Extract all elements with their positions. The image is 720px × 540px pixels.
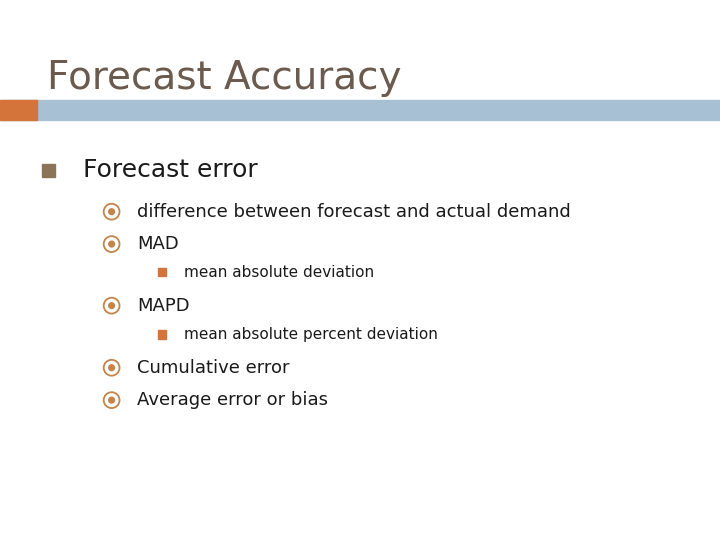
Bar — [158, 330, 166, 339]
Text: Forecast Accuracy: Forecast Accuracy — [47, 59, 401, 97]
Ellipse shape — [109, 241, 114, 247]
Ellipse shape — [109, 397, 114, 403]
Text: mean absolute percent deviation: mean absolute percent deviation — [184, 327, 438, 342]
Bar — [42, 164, 55, 177]
Bar — [158, 268, 166, 276]
Text: difference between forecast and actual demand: difference between forecast and actual d… — [137, 202, 570, 221]
Text: MAD: MAD — [137, 235, 179, 253]
Ellipse shape — [109, 209, 114, 214]
Text: mean absolute deviation: mean absolute deviation — [184, 265, 374, 280]
Text: Forecast error: Forecast error — [83, 158, 258, 182]
Text: Cumulative error: Cumulative error — [137, 359, 289, 377]
Bar — [0, 100, 720, 120]
Ellipse shape — [109, 365, 114, 370]
Text: MAPD: MAPD — [137, 296, 189, 315]
Ellipse shape — [109, 303, 114, 308]
Text: Average error or bias: Average error or bias — [137, 391, 328, 409]
Bar — [0, 100, 37, 120]
